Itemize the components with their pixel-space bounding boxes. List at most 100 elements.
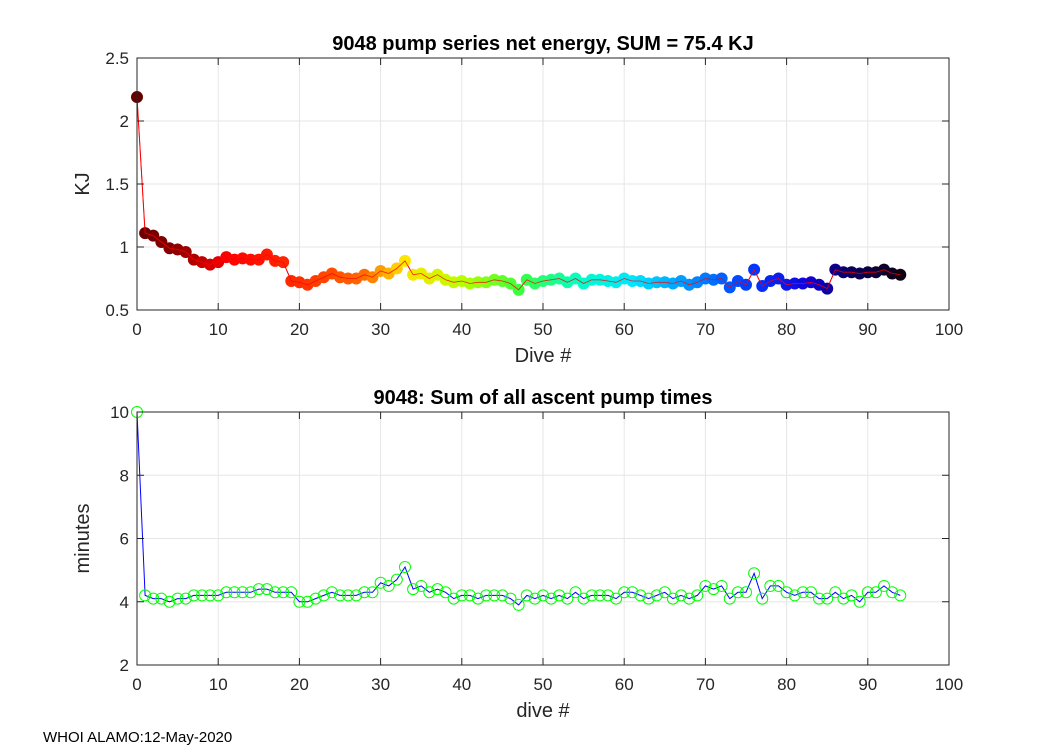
energy-y-tick-label: 0.5 (105, 301, 129, 320)
pump-time-data-point (163, 595, 176, 608)
energy-x-tick-label: 0 (132, 320, 141, 339)
pump-time-x-tick-label: 20 (290, 675, 309, 694)
pump-time-data-point (342, 589, 355, 602)
pump-time-data-point (553, 589, 566, 602)
pump-time-y-tick-label: 2 (120, 656, 129, 675)
pump-time-data-point (293, 595, 306, 608)
pump-time-data-point (187, 589, 200, 602)
pump-time-x-tick-label: 70 (696, 675, 715, 694)
pump-time-x-tick-label: 60 (615, 675, 634, 694)
pump-time-data-point (374, 576, 387, 589)
pump-time-data-point (788, 589, 801, 602)
pump-time-data-point (236, 586, 249, 599)
energy-x-tick-label: 40 (452, 320, 471, 339)
pump-time-data-point (212, 589, 225, 602)
pump-time-data-point (756, 592, 769, 605)
pump-time-chart: 0 10 20 30 40 50 60 70 80 90 100 2 4 6 8 10 9048: Sum o… (72, 387, 963, 722)
energy-y-tick-label: 1 (120, 238, 129, 257)
pump-time-data-point (650, 589, 663, 602)
pump-time-data-point (398, 560, 411, 573)
pump-time-data-point (155, 592, 168, 605)
pump-time-data-point (496, 589, 509, 602)
pump-time-data-point (301, 595, 314, 608)
pump-time-data-point (666, 592, 679, 605)
pump-time-data-point (309, 592, 322, 605)
pump-time-x-tick-label: 0 (132, 675, 141, 694)
pump-time-data-point (723, 592, 736, 605)
pump-time-x-tick-label: 50 (534, 675, 553, 694)
pump-time-data-point (179, 592, 192, 605)
pump-time-data-point (585, 589, 598, 602)
energy-x-tick-label: 10 (209, 320, 228, 339)
pump-time-y-tick-label: 4 (120, 593, 129, 612)
pump-time-y-tick-label: 10 (110, 403, 129, 422)
pump-time-data-point (415, 579, 428, 592)
pump-time-data-point (569, 586, 582, 599)
pump-time-data-point (139, 589, 152, 602)
pump-time-data-point (228, 586, 241, 599)
pump-time-data-point (878, 579, 891, 592)
pump-time-data-point (837, 592, 850, 605)
pump-time-data-point (220, 586, 233, 599)
pump-time-data-point (431, 583, 444, 596)
pump-time-data-point (577, 592, 590, 605)
pump-time-data-point (334, 589, 346, 602)
pump-time-data-point (520, 589, 533, 602)
footer-stamp: WHOI ALAMO:12-May-2020 (43, 729, 232, 746)
pump-time-data-point (244, 586, 257, 599)
pump-time-data-point (317, 589, 330, 602)
pump-time-data-point (658, 586, 671, 599)
pump-time-data-point (350, 589, 363, 602)
pump-time-data-point (195, 589, 208, 602)
pump-time-data-point (829, 586, 842, 599)
pump-time-data-point (488, 589, 501, 602)
pump-time-data-point (277, 586, 290, 599)
pump-time-data-point (463, 589, 476, 602)
pump-time-data-point (512, 598, 525, 611)
energy-series-line-overlay (136, 97, 901, 291)
pump-time-data-point (260, 583, 273, 596)
pump-time-y-tick-label: 6 (120, 530, 129, 549)
pump-time-data-point (147, 592, 160, 605)
pump-time-data-point (252, 583, 265, 596)
pump-time-data-point (601, 589, 614, 602)
energy-x-tick-label: 90 (858, 320, 877, 339)
pump-time-data-point (423, 586, 436, 599)
pump-time-chart-title: 9048: Sum of all ascent pump times (374, 387, 713, 409)
pump-time-data-point (691, 589, 704, 602)
pump-time-data-point (325, 586, 338, 599)
energy-x-tick-label: 60 (615, 320, 634, 339)
pump-time-data-point (821, 592, 834, 605)
energy-x-tick-label: 100 (935, 320, 963, 339)
pump-time-x-tick-label: 100 (935, 675, 963, 694)
pump-time-data-point (366, 586, 379, 599)
pump-time-x-tick-label: 80 (777, 675, 796, 694)
pump-time-data-point (407, 583, 420, 596)
energy-chart-title: 9048 pump series net energy, SUM = 75.4 … (332, 33, 753, 55)
pump-time-data-point (472, 592, 485, 605)
pump-time-data-point (618, 586, 631, 599)
pump-time-data-point (715, 579, 728, 592)
pump-time-data-point (480, 589, 493, 602)
pump-time-data-point (626, 586, 639, 599)
pump-time-data-point (561, 592, 574, 605)
pump-time-data-point (447, 592, 460, 605)
pump-time-x-tick-label: 40 (452, 675, 471, 694)
pump-time-x-axis-label: dive # (516, 700, 570, 722)
pump-time-data-point (634, 589, 647, 602)
pump-time-data-point (439, 586, 452, 599)
pump-time-data-point (504, 592, 517, 605)
pump-time-data-point (764, 579, 777, 592)
pump-time-data-point (683, 592, 696, 605)
energy-x-tick-label: 80 (777, 320, 796, 339)
pump-time-data-point (886, 586, 899, 599)
energy-x-tick-label: 70 (696, 320, 715, 339)
energy-y-tick-label: 2.5 (105, 49, 129, 68)
pump-time-data-point (804, 586, 817, 599)
pump-time-x-tick-label: 30 (371, 675, 390, 694)
pump-time-data-point (593, 589, 606, 602)
energy-y-axis-label: KJ (72, 172, 94, 195)
energy-y-tick-label: 2 (120, 112, 129, 131)
pump-time-data-point (780, 586, 793, 599)
